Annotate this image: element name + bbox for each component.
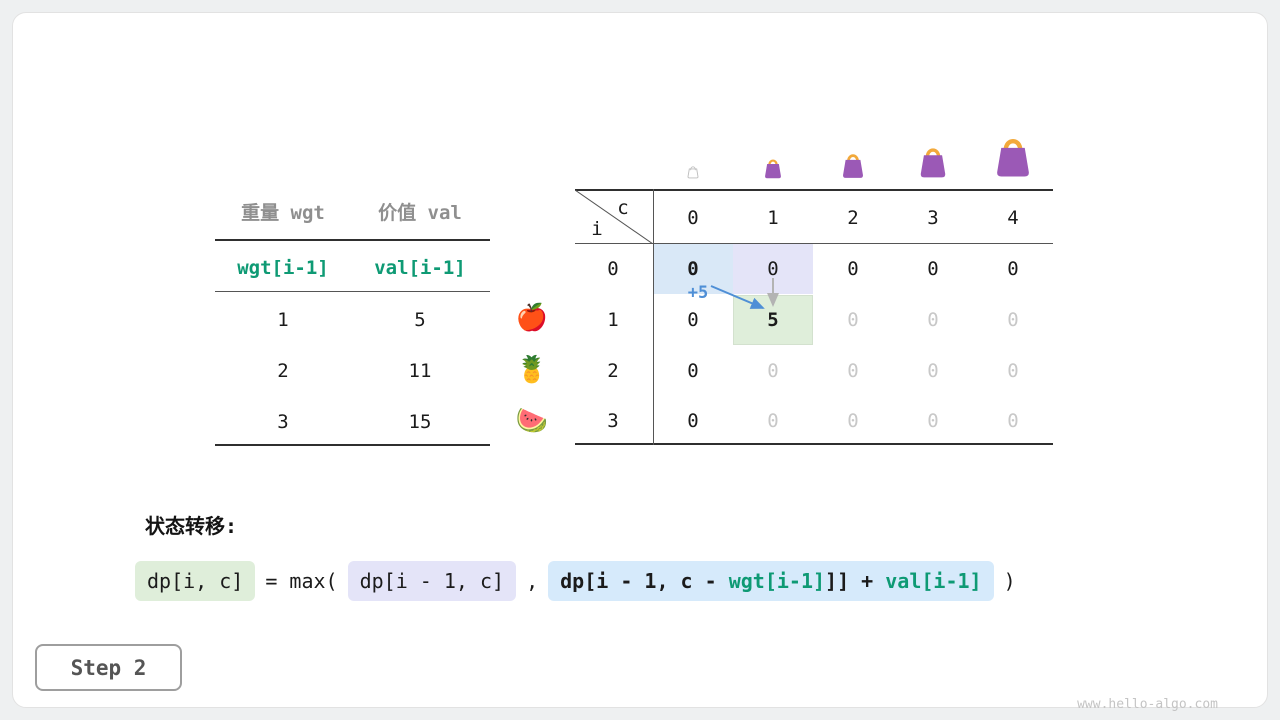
dp-cell-3-4: 0 — [1007, 410, 1019, 432]
items-table-divider-mid — [215, 291, 490, 292]
dp-cell-2-4: 0 — [1007, 360, 1019, 382]
dp-cell-0-0: 0 — [687, 258, 699, 280]
bag-icon-capacity-3 — [920, 148, 946, 178]
dp-corner-col-label: c — [617, 197, 629, 219]
add-value-arrow — [710, 285, 765, 309]
formula-arg2-val: val[i-1] — [885, 569, 982, 593]
dp-col-header: 2 — [847, 207, 859, 229]
formula-lhs: dp[i, c] — [135, 561, 256, 601]
dp-cell-1-1: 5 — [767, 309, 779, 331]
dp-col-header: 0 — [687, 207, 699, 229]
dp-cell-0-1: 0 — [767, 258, 779, 280]
dp-cell-3-1: 0 — [767, 410, 779, 432]
items-col-header-wgt: 重量 wgt — [241, 202, 325, 224]
state-transition-label: 状态转移: — [145, 514, 238, 538]
formula-arg1: dp[i - 1, c] — [347, 561, 517, 601]
dp-cell-2-3: 0 — [927, 360, 939, 382]
formula-equals-max: = max( — [265, 569, 338, 593]
dp-table-header-divider — [575, 243, 1053, 244]
transition-arrows — [710, 278, 779, 309]
dp-cell-2-1: 0 — [767, 360, 779, 382]
bag-icon-capacity-2 — [843, 154, 863, 178]
formula-arg2-wgt: wgt[i-1] — [728, 569, 826, 593]
items-col-header-val: 价值 val — [378, 202, 462, 224]
pineapple-icon: 🍍 — [515, 355, 549, 385]
dp-table-vertical-divider — [653, 189, 654, 445]
bag-icon-capacity-0 — [687, 166, 699, 179]
dp-cell-2-0: 0 — [687, 360, 699, 382]
dp-cell-0-2: 0 — [847, 258, 859, 280]
dp-cell-3-3: 0 — [927, 410, 939, 432]
plus-value-annotation: +5 — [687, 283, 709, 303]
dp-col-header: 3 — [927, 207, 939, 229]
dp-corner-diagonal — [575, 190, 653, 244]
item-wgt-3: 3 — [277, 411, 289, 433]
dp-table-border-bottom — [575, 443, 1053, 445]
step-label: Step 2 — [70, 655, 147, 680]
items-index-wgt: wgt[i-1] — [237, 257, 329, 279]
dp-cell-0-3: 0 — [927, 258, 939, 280]
item-val-2: 11 — [408, 360, 432, 382]
dp-cell-3-0: 0 — [687, 410, 699, 432]
dp-cell-2-2: 0 — [847, 360, 859, 382]
dp-cell-3-2: 0 — [847, 410, 859, 432]
dp-col-header: 4 — [1007, 207, 1019, 229]
dp-row-header: 0 — [607, 258, 619, 280]
items-table-divider-bottom — [215, 444, 490, 446]
item-val-1: 5 — [414, 309, 426, 331]
dp-cell-1-3: 0 — [927, 309, 939, 331]
items-table-divider-top — [215, 239, 490, 241]
dp-row-header: 2 — [607, 360, 619, 382]
formula-close-paren: ) — [1003, 569, 1016, 593]
step-indicator: Step 2 — [35, 644, 182, 691]
dp-row-header: 3 — [607, 410, 619, 432]
dp-corner-row-label: i — [591, 218, 603, 240]
formula-arg2: dp[i - 1, c - wgt[i-1]]] + val[i-1] — [548, 561, 994, 601]
formula-arg2-prefix: dp[i - 1, c - — [560, 569, 729, 593]
apple-icon: 🍎 — [515, 303, 549, 333]
formula-arg2-middle: ]] + — [825, 569, 886, 593]
watermark: www.hello-algo.com — [1077, 697, 1218, 712]
watermelon-icon: 🍉 — [515, 406, 549, 436]
item-val-3: 15 — [408, 411, 432, 433]
item-wgt-2: 2 — [277, 360, 289, 382]
dp-row-header: 1 — [607, 309, 619, 331]
items-index-val: val[i-1] — [374, 257, 466, 279]
dp-cell-0-4: 0 — [1007, 258, 1019, 280]
dp-cell-1-4: 0 — [1007, 309, 1019, 331]
dp-cell-1-0: 0 — [687, 309, 699, 331]
bag-icon-capacity-1 — [765, 159, 781, 179]
dp-col-header: 1 — [767, 207, 779, 229]
state-transition-formula: dp[i, c] = max( dp[i - 1, c] , dp[i - 1,… — [135, 560, 1016, 602]
bag-icon-capacity-4 — [997, 139, 1029, 177]
highlight-cell-prev-state — [654, 244, 733, 294]
dp-cell-1-2: 0 — [847, 309, 859, 331]
item-wgt-1: 1 — [277, 309, 289, 331]
dp-table-border-top — [575, 189, 1053, 191]
formula-comma: , — [526, 569, 539, 593]
